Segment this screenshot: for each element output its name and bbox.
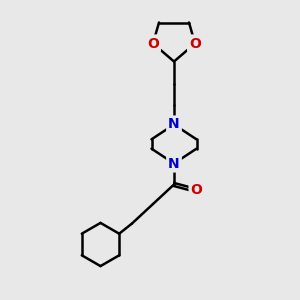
Text: N: N [168,118,180,131]
Text: O: O [190,184,202,197]
Text: O: O [147,37,159,50]
Text: N: N [168,157,180,170]
Text: O: O [189,37,201,50]
